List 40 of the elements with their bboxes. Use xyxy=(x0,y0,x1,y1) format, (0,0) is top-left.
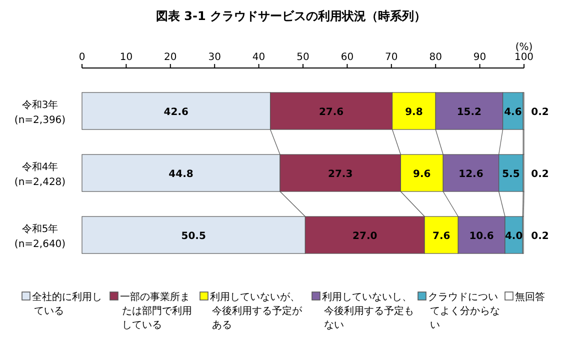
y-tick-label: 令和4年 (n=2,428) xyxy=(14,161,66,188)
data-label: 9.8 xyxy=(405,107,423,118)
legend-label: クラウドについてよく分からない xyxy=(428,292,500,331)
legend-label: 一部の事業所または部門で利用している xyxy=(120,291,192,331)
x-tick-label: 0 xyxy=(78,52,86,63)
data-label: 27.3 xyxy=(328,169,353,180)
x-axis-title: (%) xyxy=(515,42,533,53)
data-label: 9.6 xyxy=(413,169,431,180)
data-label: 27.0 xyxy=(352,231,378,242)
data-label: 7.6 xyxy=(432,231,450,242)
data-label: 10.6 xyxy=(469,231,494,242)
x-tick-label: 60 xyxy=(340,52,354,63)
legend-label: 利用していないし、今後利用する予定もない xyxy=(322,291,414,331)
y-tick-label: 令和5年 (n=2,640) xyxy=(14,223,66,250)
data-label: 44.8 xyxy=(168,169,194,180)
legend-label: 全社的に利用している xyxy=(32,291,102,317)
x-tick-label: 90 xyxy=(473,52,486,63)
x-tick-label: 50 xyxy=(296,52,310,63)
data-label: 27.6 xyxy=(318,107,344,118)
legend-label: 利用していないが、今後利用する予定がある xyxy=(210,291,303,331)
x-tick-label: 100 xyxy=(514,52,534,63)
data-label: 5.5 xyxy=(502,169,520,180)
x-tick-label: 80 xyxy=(429,52,442,63)
data-label: 0.2 xyxy=(531,231,549,242)
chart-title: 図表 3-1 クラウドサービスの利用状況（時系列） xyxy=(156,9,426,23)
data-label: 15.2 xyxy=(456,107,482,118)
y-tick-label: 令和3年 (n=2,396) xyxy=(14,99,66,126)
data-label: 12.6 xyxy=(458,169,484,180)
data-label: 0.2 xyxy=(531,107,549,118)
x-tick-label: 10 xyxy=(120,52,133,63)
data-label: 4.6 xyxy=(504,107,522,118)
data-label: 42.6 xyxy=(164,107,189,118)
legend-label: 無回答 xyxy=(515,291,545,303)
data-label: 0.2 xyxy=(531,169,549,180)
x-tick-label: 40 xyxy=(252,52,266,63)
data-label: 4.0 xyxy=(504,231,523,242)
x-tick-label: 70 xyxy=(385,52,398,63)
x-tick-label: 30 xyxy=(208,52,221,63)
data-label: 50.5 xyxy=(181,231,206,242)
x-tick-label: 20 xyxy=(164,52,177,63)
